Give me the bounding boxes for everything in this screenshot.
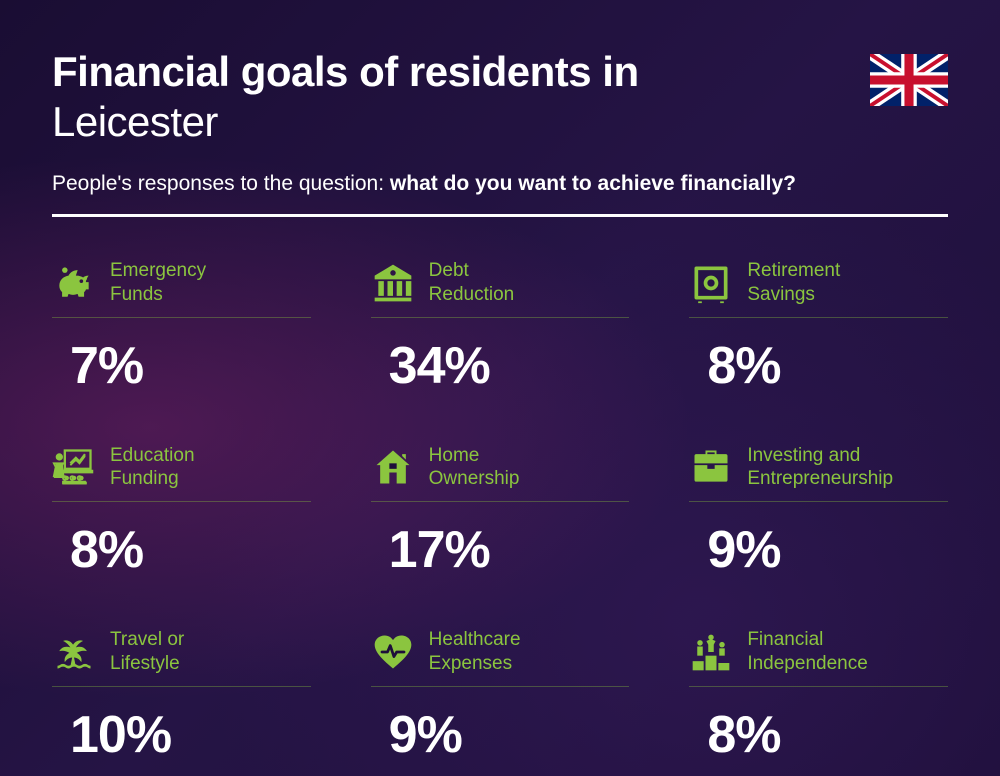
stat-label: RetirementSavings [747, 259, 840, 307]
card-head: EmergencyFunds [52, 259, 311, 318]
card-head: FinancialIndependence [689, 628, 948, 687]
stat-label: Travel orLifestyle [110, 628, 184, 676]
stat-value: 9% [371, 705, 630, 765]
safe-icon [689, 261, 733, 305]
stat-value: 34% [371, 336, 630, 396]
stat-label: Investing andEntrepreneurship [747, 444, 893, 492]
stat-value: 10% [52, 705, 311, 765]
stat-value: 17% [371, 520, 630, 580]
stat-label: HealthcareExpenses [429, 628, 521, 676]
card-head: RetirementSavings [689, 259, 948, 318]
stat-investing: Investing andEntrepreneurship 9% [689, 444, 948, 581]
presentation-icon [52, 445, 96, 489]
card-head: DebtReduction [371, 259, 630, 318]
heart-pulse-icon [371, 630, 415, 674]
palm-icon [52, 630, 96, 674]
card-head: Investing andEntrepreneurship [689, 444, 948, 503]
subtitle-prefix: People's responses to the question: [52, 172, 390, 195]
bank-icon [371, 261, 415, 305]
stat-value: 9% [689, 520, 948, 580]
card-head: HealthcareExpenses [371, 628, 630, 687]
stat-debt-reduction: DebtReduction 34% [371, 259, 630, 396]
stat-label: EducationFunding [110, 444, 195, 492]
card-head: EducationFunding [52, 444, 311, 503]
stat-home-ownership: HomeOwnership 17% [371, 444, 630, 581]
stat-label: DebtReduction [429, 259, 515, 307]
subtitle-bold: what do you want to achieve financially? [390, 172, 796, 195]
stat-education-funding: EducationFunding 8% [52, 444, 311, 581]
stat-label: EmergencyFunds [110, 259, 206, 307]
stat-financial-independence: FinancialIndependence 8% [689, 628, 948, 765]
stat-retirement-savings: RetirementSavings 8% [689, 259, 948, 396]
stat-label: FinancialIndependence [747, 628, 867, 676]
header: Financial goals of residents in Leiceste… [52, 48, 948, 217]
podium-icon [689, 630, 733, 674]
card-head: HomeOwnership [371, 444, 630, 503]
title-line-2: Leicester [52, 98, 948, 146]
title-line-1: Financial goals of residents in [52, 48, 948, 96]
stat-travel-lifestyle: Travel orLifestyle 10% [52, 628, 311, 765]
stat-value: 8% [689, 705, 948, 765]
stats-grid: EmergencyFunds 7% DebtReduction 34% Reti… [52, 259, 948, 765]
stat-value: 8% [689, 336, 948, 396]
uk-flag-icon [870, 54, 948, 106]
divider [52, 214, 948, 217]
stat-label: HomeOwnership [429, 444, 520, 492]
card-head: Travel orLifestyle [52, 628, 311, 687]
subtitle: People's responses to the question: what… [52, 172, 948, 196]
stat-value: 8% [52, 520, 311, 580]
piggy-bank-icon [52, 261, 96, 305]
stat-value: 7% [52, 336, 311, 396]
briefcase-icon [689, 445, 733, 489]
stat-emergency-funds: EmergencyFunds 7% [52, 259, 311, 396]
stat-healthcare: HealthcareExpenses 9% [371, 628, 630, 765]
house-icon [371, 445, 415, 489]
